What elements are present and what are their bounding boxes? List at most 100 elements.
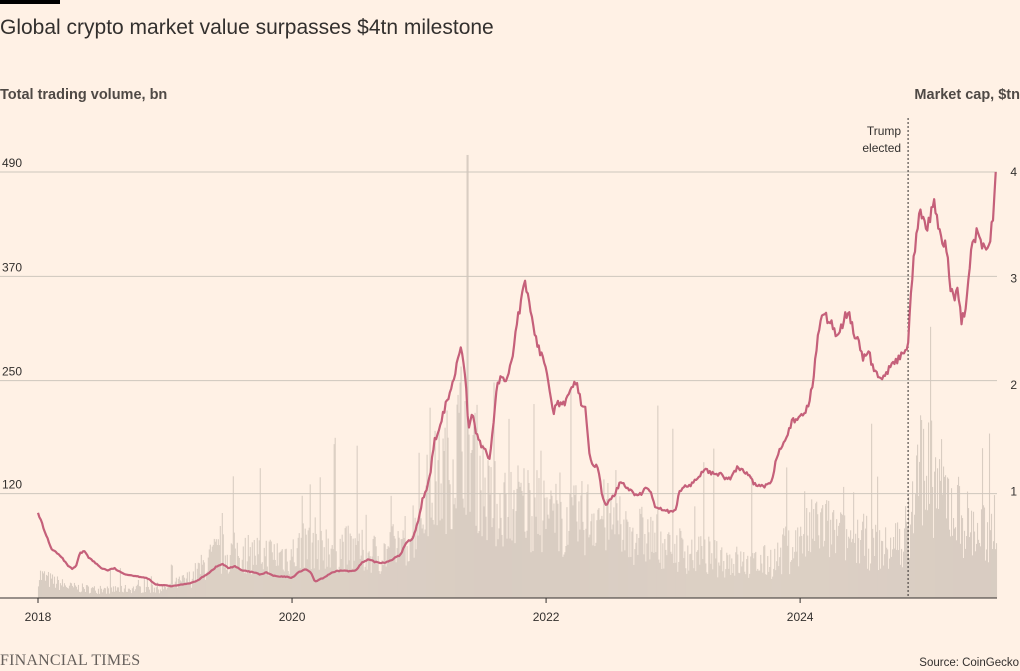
volume-bar <box>925 509 927 598</box>
volume-bar <box>340 559 342 598</box>
volume-bar <box>303 567 305 598</box>
volume-bar <box>371 556 373 598</box>
volume-bar <box>235 567 237 598</box>
volume-bar <box>768 571 770 598</box>
volume-bar <box>878 570 880 598</box>
volume-bar <box>912 481 914 598</box>
volume-bar <box>876 531 878 598</box>
volume-bar <box>915 494 917 598</box>
volume-bar <box>811 499 813 598</box>
volume-bar <box>192 571 194 598</box>
volume-bar <box>431 502 433 598</box>
volume-bar <box>464 401 466 598</box>
volume-bar <box>705 563 707 598</box>
volume-bar <box>327 538 329 598</box>
volume-bar <box>494 461 496 598</box>
volume-bar <box>919 461 921 598</box>
volume-bar <box>211 546 213 598</box>
volume-bar <box>154 592 156 598</box>
volume-bar <box>366 569 368 598</box>
volume-bar <box>374 536 376 598</box>
volume-bar <box>72 587 75 598</box>
volume-bar <box>632 527 634 598</box>
volume-bar <box>281 549 283 598</box>
volume-bar <box>54 587 57 598</box>
volume-bar <box>92 587 94 598</box>
volume-bar <box>453 504 455 598</box>
volume-bar <box>707 574 709 598</box>
volume-bar <box>517 465 519 598</box>
volume-bar <box>495 546 497 598</box>
volume-bar <box>606 498 608 598</box>
volume-bar <box>267 575 269 598</box>
volume-bar <box>743 552 745 598</box>
volume-bar <box>819 548 821 598</box>
volume-bar <box>971 555 974 598</box>
volume-bar <box>440 483 442 598</box>
volume-bar <box>121 591 123 598</box>
volume-bar <box>450 529 452 598</box>
volume-bar <box>506 538 508 598</box>
volume-bar <box>339 538 341 598</box>
volume-bar <box>336 569 338 598</box>
volume-bar <box>458 412 460 598</box>
volume-bar <box>52 583 55 598</box>
volume-bar <box>747 555 749 598</box>
volume-bar <box>436 525 438 598</box>
volume-bar <box>883 565 885 598</box>
volume-bar <box>574 495 576 598</box>
volume-bar <box>56 576 59 598</box>
volume-bar <box>673 563 675 598</box>
volume-bar <box>39 570 42 598</box>
volume-bar <box>407 561 409 598</box>
volume-bar <box>76 589 79 598</box>
volume-bar <box>290 549 292 598</box>
volume-bar <box>398 537 400 598</box>
volume-bar <box>536 470 538 598</box>
volume-bar <box>771 578 773 598</box>
volume-bar <box>133 591 135 598</box>
x-tick-label: 2018 <box>25 610 52 624</box>
volume-bar <box>534 497 536 598</box>
volume-bars <box>37 154 998 598</box>
volume-bar <box>928 422 930 598</box>
volume-bar <box>463 507 465 598</box>
volume-bar <box>608 539 610 598</box>
volume-bar <box>101 592 103 598</box>
volume-bar <box>153 587 155 598</box>
volume-bar <box>834 529 836 598</box>
volume-bar <box>579 529 581 598</box>
volume-bar <box>389 532 391 598</box>
volume-bar <box>95 592 97 598</box>
volume-bar <box>484 477 486 598</box>
volume-bar <box>817 514 819 598</box>
volume-bar <box>735 552 737 598</box>
volume-bar <box>647 519 649 598</box>
volume-bar <box>767 556 769 598</box>
volume-bar <box>167 586 169 598</box>
volume-bar <box>995 543 998 598</box>
volume-bar <box>725 569 727 598</box>
volume-bar <box>620 524 622 598</box>
volume-bar <box>170 564 172 598</box>
volume-bar <box>94 590 96 598</box>
volume-bar <box>487 460 489 598</box>
volume-bar <box>621 551 623 598</box>
volume-bar <box>505 493 507 598</box>
volume-bar <box>589 534 591 598</box>
volume-bar <box>376 564 378 598</box>
volume-bar <box>803 534 805 598</box>
volume-bar <box>126 591 128 598</box>
volume-bar <box>643 554 645 598</box>
volume-bar <box>924 480 926 598</box>
volume-bar <box>887 549 889 598</box>
volume-bar <box>838 525 840 598</box>
volume-bar <box>840 512 842 598</box>
volume-bar <box>849 538 851 598</box>
volume-bar <box>950 536 952 598</box>
volume-bar <box>662 543 664 598</box>
volume-bar <box>796 551 798 598</box>
volume-bar <box>723 560 725 598</box>
volume-bar <box>499 493 501 598</box>
volume-bar <box>779 557 781 598</box>
